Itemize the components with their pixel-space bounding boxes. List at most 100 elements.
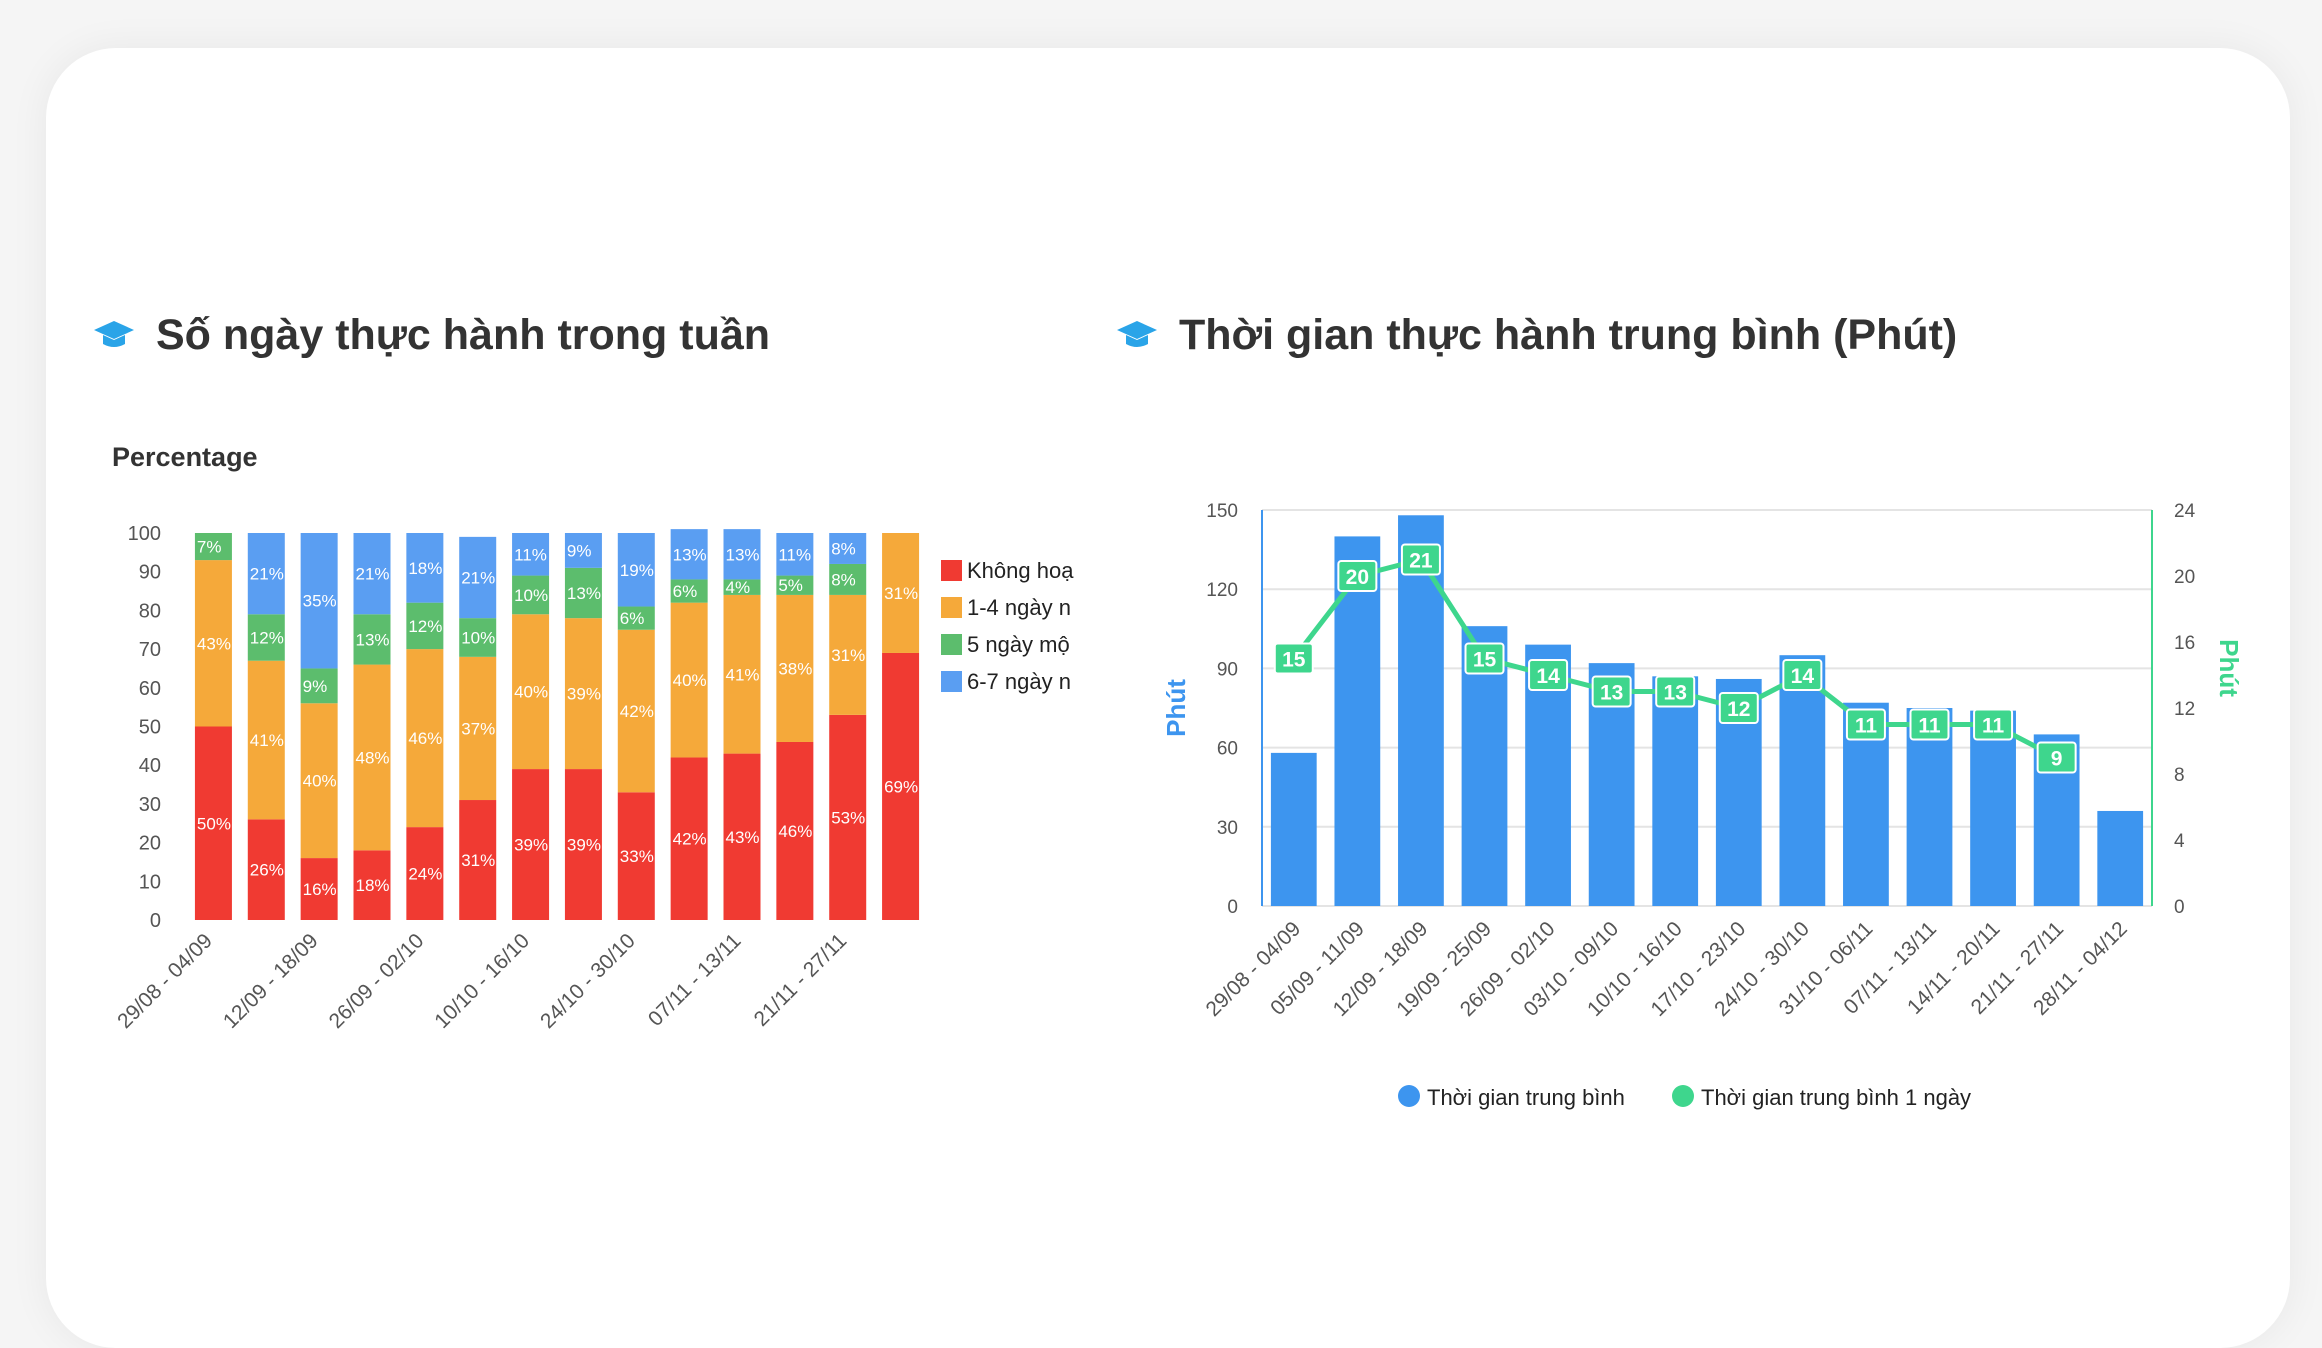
bar bbox=[1779, 655, 1826, 906]
data-label: 9% bbox=[303, 677, 328, 696]
legend-marker bbox=[1398, 1085, 1420, 1107]
bar-segment bbox=[406, 533, 444, 603]
y-tick-label: 30 bbox=[139, 794, 161, 816]
y-tick-label: 10 bbox=[139, 871, 161, 893]
data-label: 13% bbox=[726, 545, 760, 564]
y-tick-label: 0 bbox=[150, 910, 161, 932]
line-point-marker bbox=[1528, 659, 1569, 691]
legend-label: 1-4 ngày n bbox=[967, 595, 1071, 620]
data-label: 7% bbox=[197, 538, 222, 557]
bar-segment bbox=[194, 726, 232, 920]
data-label: 40% bbox=[303, 772, 337, 791]
bar-segment bbox=[247, 533, 285, 615]
data-label: 46% bbox=[778, 822, 812, 841]
line-point-marker bbox=[1337, 560, 1378, 592]
bar-segment bbox=[617, 792, 655, 920]
bar-segment bbox=[247, 660, 285, 820]
data-label: 12% bbox=[250, 628, 284, 647]
bar-segment bbox=[882, 533, 920, 653]
data-label: 4% bbox=[726, 578, 751, 597]
y-tick-label: 30 bbox=[1217, 818, 1238, 839]
graduation-cap-icon bbox=[1117, 321, 1157, 347]
data-label: 41% bbox=[726, 665, 760, 684]
bar bbox=[2097, 810, 2144, 906]
data-label: 9 bbox=[2051, 748, 2063, 771]
bar-segment bbox=[512, 575, 550, 615]
data-label: 8% bbox=[831, 539, 856, 558]
y2-axis-title: Phút bbox=[2214, 639, 2244, 697]
data-label: 42% bbox=[620, 702, 654, 721]
data-label: 11 bbox=[1855, 715, 1878, 738]
bar-segment bbox=[300, 858, 338, 920]
line-point-marker bbox=[1909, 708, 1950, 741]
bar-segment bbox=[300, 668, 338, 704]
bar-segment bbox=[723, 529, 761, 580]
data-label: 19% bbox=[620, 561, 654, 580]
y2-tick-label: 0 bbox=[2174, 897, 2185, 918]
bar-segment bbox=[829, 714, 867, 920]
line-point-marker bbox=[1718, 692, 1759, 724]
data-label: 48% bbox=[356, 748, 390, 767]
bar-segment bbox=[564, 533, 602, 568]
y-tick-label: 90 bbox=[139, 562, 161, 584]
data-label: 20 bbox=[1346, 566, 1369, 589]
bar-segment bbox=[882, 652, 920, 920]
line-point-marker bbox=[1464, 642, 1505, 675]
bar-segment bbox=[300, 533, 338, 669]
legend-swatch bbox=[941, 560, 962, 581]
bar bbox=[1906, 708, 1953, 906]
data-label: 21% bbox=[250, 565, 284, 584]
data-label: 9% bbox=[567, 541, 592, 560]
y-tick-label: 90 bbox=[1217, 659, 1238, 680]
bar-segment bbox=[512, 533, 550, 576]
data-label: 14 bbox=[1791, 665, 1815, 688]
data-label: 43% bbox=[197, 634, 231, 653]
data-label: 31% bbox=[461, 851, 495, 870]
data-label: 53% bbox=[831, 808, 865, 827]
bar-segment bbox=[512, 769, 550, 920]
data-label: 38% bbox=[778, 659, 812, 678]
data-label: 13% bbox=[567, 584, 601, 603]
bar-segment bbox=[776, 594, 814, 742]
bar-segment bbox=[247, 614, 285, 661]
y-tick-label: 80 bbox=[139, 600, 161, 622]
bar-segment bbox=[194, 533, 232, 561]
y2-tick-label: 16 bbox=[2174, 633, 2195, 654]
y-tick-label: 60 bbox=[1217, 739, 1238, 760]
bar-segment bbox=[194, 560, 232, 727]
y-tick-label: 60 bbox=[139, 678, 161, 700]
bar-segment bbox=[617, 606, 655, 630]
data-label: 8% bbox=[831, 570, 856, 589]
data-label: 21% bbox=[461, 569, 495, 588]
y-tick-label: 0 bbox=[1227, 897, 1238, 918]
data-label: 14 bbox=[1536, 665, 1560, 688]
bar-segment bbox=[723, 594, 761, 754]
data-label: 40% bbox=[673, 671, 707, 690]
data-label: 31% bbox=[831, 646, 865, 665]
bar bbox=[1970, 710, 2016, 906]
y-tick-label: 150 bbox=[1206, 501, 1238, 522]
data-label: 21 bbox=[1409, 550, 1433, 573]
bar bbox=[1270, 752, 1317, 906]
bar-segment bbox=[829, 594, 867, 715]
legend-swatch bbox=[941, 671, 962, 692]
y2-tick-label: 12 bbox=[2174, 699, 2195, 720]
bar-segment bbox=[406, 602, 444, 650]
data-label: 15 bbox=[1282, 649, 1306, 672]
practice-time-combo-chart: 0 30 60 90 120 150 0 4 8 12 16 20 24 Phút Phút 15 20 21 15… bbox=[1161, 501, 2244, 1110]
data-label: 12% bbox=[408, 617, 442, 636]
bar-segment bbox=[406, 827, 444, 920]
bar-segment bbox=[459, 800, 497, 920]
left-panel-title: Số ngày thực hành trong tuần bbox=[92, 305, 770, 365]
legend-label: Thời gian trung bình 1 ngày bbox=[1701, 1085, 1971, 1110]
y-tick-label: 70 bbox=[139, 639, 161, 661]
legend-label: 6-7 ngày n bbox=[967, 669, 1071, 694]
data-label: 24% bbox=[408, 865, 442, 884]
data-label: 50% bbox=[197, 814, 231, 833]
data-label: 6% bbox=[673, 582, 698, 601]
line-point-marker bbox=[1973, 708, 2014, 741]
data-label: 6% bbox=[620, 609, 645, 628]
y-tick-label: 20 bbox=[139, 833, 161, 855]
data-label: 11% bbox=[778, 545, 811, 564]
legend-label: Không hoạ bbox=[967, 558, 1074, 583]
